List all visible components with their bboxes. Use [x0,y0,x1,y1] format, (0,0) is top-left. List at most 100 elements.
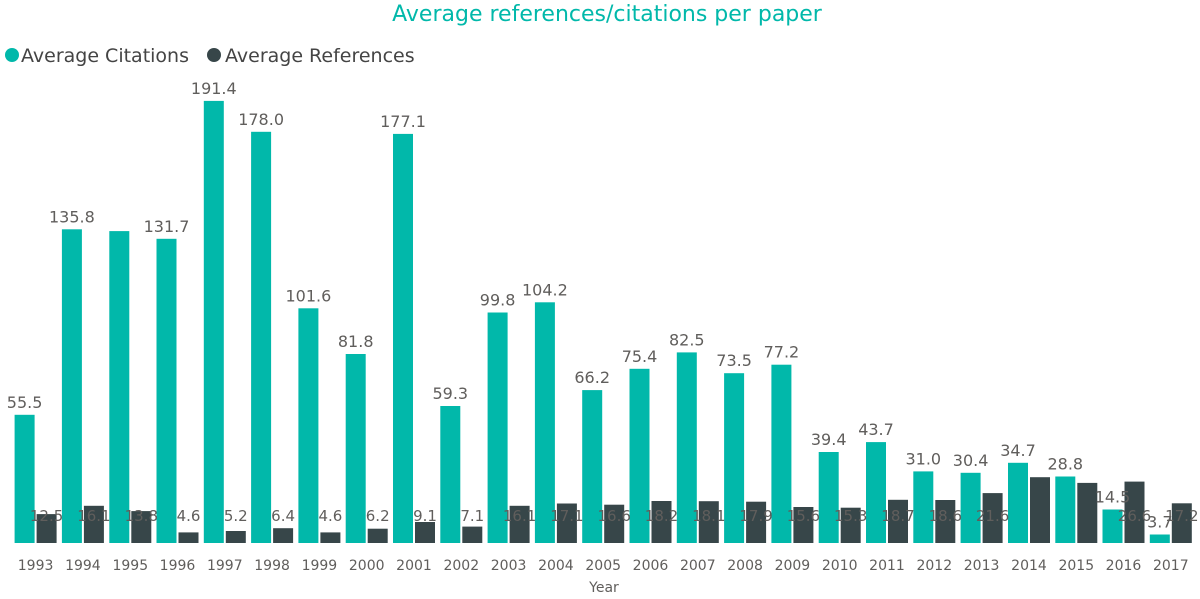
bar-citations-2005[interactable] [582,390,603,543]
bar-references-2008[interactable] [746,501,767,543]
bar-references-2015[interactable] [1077,482,1098,543]
bar-references-1999[interactable] [320,532,341,543]
bar-citations-1994[interactable] [61,229,82,544]
x-tick-2013: 2013 [964,558,1000,574]
bar-citations-1993[interactable] [14,414,35,543]
bar-citations-2010[interactable] [818,452,839,543]
bars-group [14,100,1192,544]
label-references-2003: 16.1 [503,507,536,525]
x-tick-1998: 1998 [254,558,290,574]
bar-references-2011[interactable] [888,499,908,543]
x-tick-2003: 2003 [491,558,527,574]
label-citations-2013: 30.4 [953,451,989,470]
bar-citations-1996[interactable] [156,238,177,544]
label-references-2006: 18.2 [645,507,678,525]
label-references-2016: 26.6 [1118,507,1151,525]
bar-references-1994[interactable] [83,505,104,543]
legend-marker-references[interactable] [207,48,221,62]
bar-citations-2015[interactable] [1055,476,1076,544]
label-citations-2005: 66.2 [574,368,610,387]
legend-marker-citations[interactable] [5,48,19,62]
label-references-2013: 21.6 [976,507,1009,525]
x-tick-2010: 2010 [822,558,858,574]
label-citations-1998: 178.0 [238,110,284,129]
label-citations-2001: 177.1 [380,112,426,131]
bar-citations-1998[interactable] [251,131,272,544]
bar-citations-1999[interactable] [298,308,319,543]
bar-references-2000[interactable] [367,528,388,543]
bar-references-2012[interactable] [935,500,956,543]
label-references-2007: 18.1 [692,507,725,525]
bar-citations-2009[interactable] [771,364,792,543]
bar-citations-2006[interactable] [629,368,650,543]
label-references-1997: 5.2 [224,507,248,525]
label-references-2017: 17.2 [1165,507,1198,525]
x-tick-1995: 1995 [112,558,148,574]
label-references-2004: 17.1 [550,507,583,525]
bar-references-2010[interactable] [840,507,861,543]
x-tick-2002: 2002 [443,558,479,574]
label-references-2002: 7.1 [460,507,484,525]
x-tick-2005: 2005 [585,558,621,574]
x-tick-1997: 1997 [207,558,243,574]
bar-references-1996[interactable] [178,532,199,543]
x-tick-2014: 2014 [1011,558,1047,574]
bar-references-2017[interactable] [1171,503,1192,543]
bar-citations-2004[interactable] [534,302,555,543]
label-citations-2007: 82.5 [669,330,705,349]
label-references-1995: 13.8 [125,507,158,525]
bar-references-2004[interactable] [556,503,577,544]
bar-citations-2011[interactable] [866,442,886,543]
x-tick-2007: 2007 [680,558,716,574]
bar-references-1998[interactable] [273,528,294,543]
data-labels-group: 55.5 12.5 135.8 16.1 13.8 131.7 4.6 191.4 5.2 178… [7,79,1199,532]
bar-citations-2003[interactable] [487,312,508,544]
bar-citations-2008[interactable] [724,373,745,543]
label-citations-2004: 104.2 [522,280,568,299]
label-citations-2002: 59.3 [432,384,468,403]
x-tick-2004: 2004 [538,558,574,574]
x-tick-2017: 2017 [1153,558,1189,574]
bar-references-2005[interactable] [604,504,625,543]
bar-references-2009[interactable] [793,507,814,543]
bar-citations-2017[interactable] [1149,534,1170,544]
label-citations-1994: 135.8 [49,207,95,226]
legend-label-citations[interactable]: Average Citations [21,45,189,67]
bar-citations-2007[interactable] [676,352,697,543]
x-axis-title: Year [588,580,619,596]
bar-references-2013[interactable] [982,493,1003,543]
bar-references-2016[interactable] [1124,481,1145,543]
x-axis-ticks: 1993 1994 1995 1996 1997 1998 1999 2000 2001 2002… [18,558,1189,574]
label-references-2011: 18.7 [881,507,914,525]
x-tick-1999: 1999 [302,558,338,574]
label-citations-2006: 75.4 [622,347,658,366]
bar-citations-2001[interactable] [393,133,413,543]
bar-references-2014[interactable] [1030,477,1050,543]
bar-citations-2002[interactable] [440,406,461,543]
bar-citations-2012[interactable] [913,471,934,543]
bar-citations-2014[interactable] [1008,462,1028,543]
bar-references-1995[interactable] [131,511,152,543]
bar-references-1997[interactable] [225,531,246,543]
bar-references-2006[interactable] [651,501,672,543]
label-references-2009: 15.6 [787,507,820,525]
bar-references-2001[interactable] [415,522,435,543]
label-citations-2012: 31.0 [905,449,941,468]
bar-references-2002[interactable] [462,526,483,543]
bar-citations-2016[interactable] [1102,509,1123,544]
label-references-2005: 16.6 [597,507,630,525]
bar-citations-1995[interactable] [109,231,130,543]
bar-citations-1997[interactable] [203,100,224,544]
bar-citations-2000[interactable] [345,354,366,543]
label-citations-1996: 131.7 [144,217,190,236]
bar-references-2007[interactable] [698,501,719,543]
label-references-1996: 4.6 [177,507,201,525]
x-tick-2008: 2008 [727,558,763,574]
label-references-1993: 12.5 [30,507,63,525]
label-references-2012: 18.6 [929,507,962,525]
bar-citations-2013[interactable] [960,472,981,543]
bar-references-2003[interactable] [509,505,530,543]
legend-label-references[interactable]: Average References [225,45,415,67]
bar-references-1993[interactable] [36,514,57,543]
